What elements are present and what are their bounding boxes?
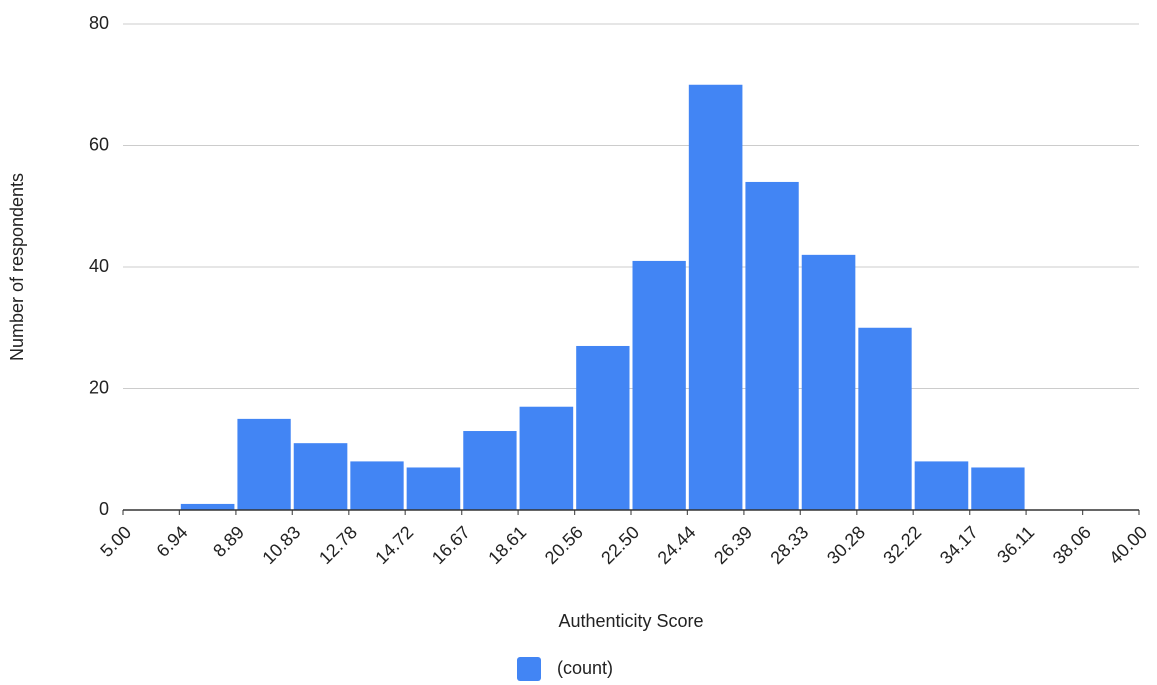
bar bbox=[745, 181, 799, 510]
x-axis-title: Authenticity Score bbox=[558, 611, 703, 631]
y-tick-label: 80 bbox=[89, 13, 109, 33]
x-tick-label: 20.56 bbox=[541, 522, 587, 568]
x-tick-label: 10.83 bbox=[258, 522, 304, 568]
bar bbox=[293, 443, 348, 510]
y-tick-label: 40 bbox=[89, 256, 109, 276]
x-tick-label: 40.00 bbox=[1105, 522, 1151, 568]
legend-label: (count) bbox=[557, 658, 613, 678]
x-tick-label: 28.33 bbox=[766, 522, 812, 568]
legend-swatch bbox=[517, 657, 541, 681]
bar bbox=[180, 503, 235, 510]
x-tick-label: 24.44 bbox=[654, 522, 700, 568]
x-tick-label: 34.17 bbox=[936, 522, 982, 568]
bar bbox=[971, 467, 1025, 510]
x-tick-label: 5.00 bbox=[96, 522, 135, 561]
bar bbox=[914, 461, 969, 510]
y-tick-label: 20 bbox=[89, 377, 109, 397]
bar bbox=[237, 418, 291, 510]
y-tick-label: 60 bbox=[89, 134, 109, 154]
y-tick-label: 0 bbox=[99, 499, 109, 519]
x-tick-label: 12.78 bbox=[315, 522, 361, 568]
x-tick-label: 26.39 bbox=[710, 522, 756, 568]
bar bbox=[858, 327, 912, 510]
x-tick-label: 38.06 bbox=[1049, 522, 1095, 568]
y-axis-title: Number of respondents bbox=[7, 173, 27, 361]
bar bbox=[519, 406, 574, 510]
bar bbox=[576, 345, 630, 510]
x-tick-label: 8.89 bbox=[209, 522, 248, 561]
x-tick-label: 14.72 bbox=[371, 522, 417, 568]
x-tick-label: 18.61 bbox=[484, 522, 530, 568]
bar bbox=[350, 461, 404, 510]
x-tick-label: 6.94 bbox=[153, 522, 192, 561]
bar bbox=[406, 467, 461, 510]
x-tick-label: 32.22 bbox=[879, 522, 925, 568]
bar bbox=[463, 431, 517, 510]
x-tick-label: 30.28 bbox=[823, 522, 869, 568]
x-tick-label: 36.11 bbox=[993, 522, 1038, 567]
x-tick-label: 16.67 bbox=[428, 522, 474, 568]
x-tick-label: 22.50 bbox=[597, 522, 643, 568]
bar bbox=[688, 84, 743, 510]
bar bbox=[801, 254, 856, 510]
bar bbox=[632, 260, 686, 510]
